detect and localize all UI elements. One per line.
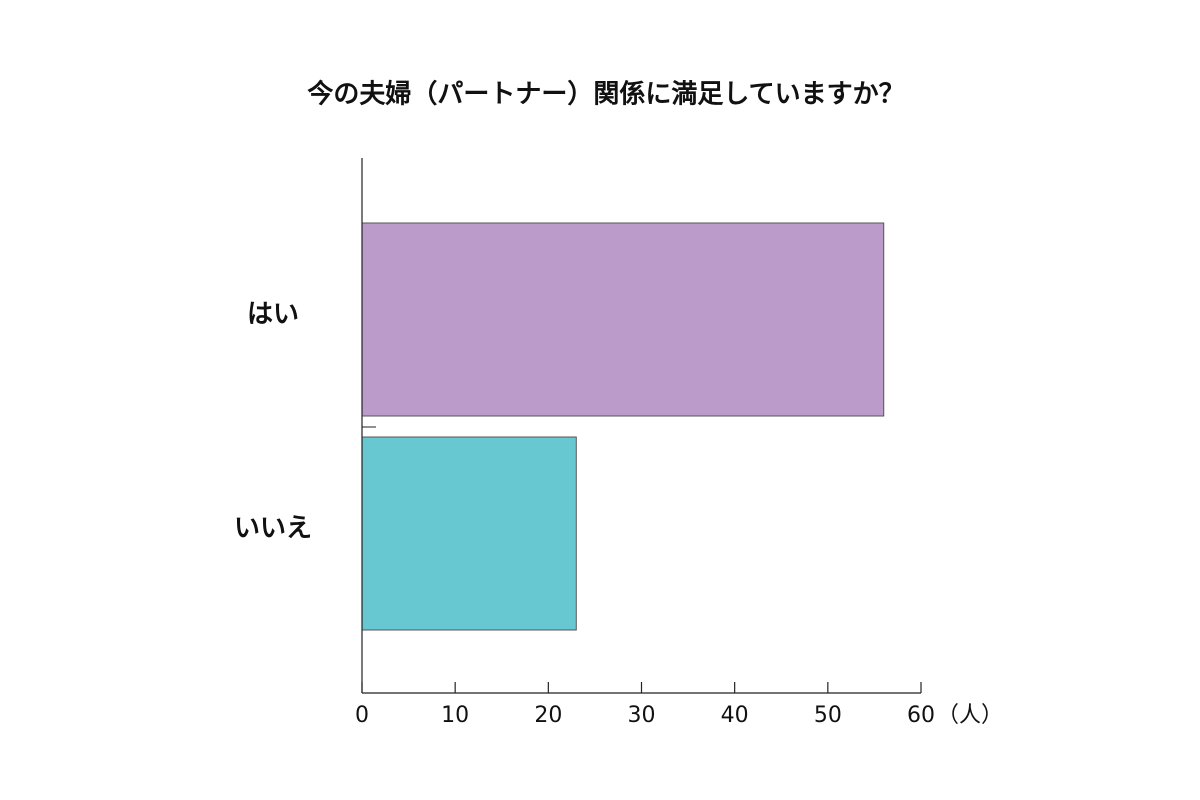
chart-title: 今の夫婦（パートナー）関係に満足していますか？ [307,79,904,110]
x-tick-label: 0 [355,703,369,728]
x-tick-label: 30 [628,703,656,728]
x-tick-label: 40 [721,703,749,728]
x-tick-label: 20 [534,703,562,728]
x-tick-label: 60 [907,703,935,728]
y-tick-label: はい [247,300,299,330]
x-tick-label: 10 [441,703,469,728]
x-axis-unit: （人） [937,703,1003,728]
y-tick-label: いいえ [234,514,312,544]
x-tick-label: 50 [814,703,842,728]
bar [361,222,885,417]
bar [361,436,577,631]
